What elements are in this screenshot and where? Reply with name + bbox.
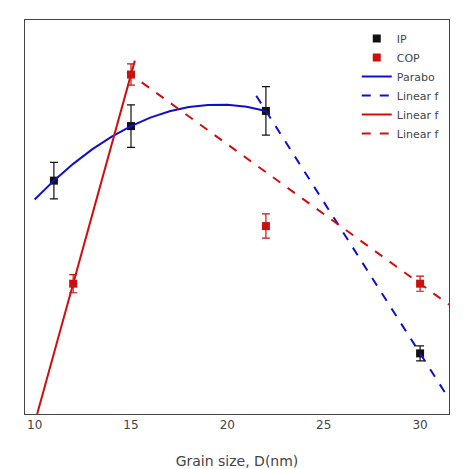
- svg-text:Grain size, D(nm): Grain size, D(nm): [176, 453, 299, 469]
- svg-text:COP: COP: [397, 52, 420, 65]
- svg-text:30: 30: [412, 418, 427, 432]
- svg-text:Linear f: Linear f: [397, 90, 440, 103]
- svg-text:25: 25: [316, 418, 331, 432]
- svg-text:10: 10: [27, 418, 42, 432]
- svg-text:Parabo: Parabo: [397, 71, 435, 84]
- svg-text:15: 15: [123, 418, 138, 432]
- svg-text:Linear f: Linear f: [397, 128, 440, 141]
- svg-text:20: 20: [220, 418, 235, 432]
- svg-text:IP: IP: [397, 33, 407, 46]
- svg-text:Linear f: Linear f: [397, 109, 440, 122]
